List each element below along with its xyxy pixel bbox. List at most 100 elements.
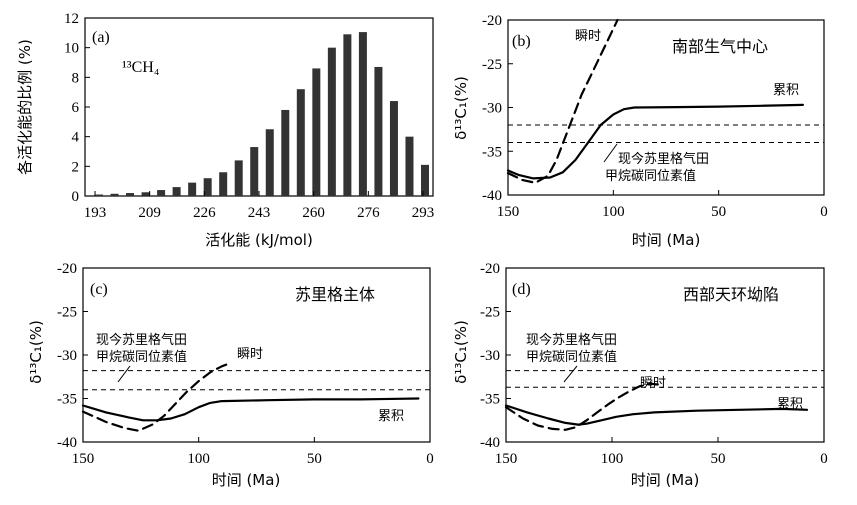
panel-b-ref-label-line1: 现今苏里格气田 [618,151,709,167]
panel-d-series [504,382,809,431]
bar-3 [141,192,150,196]
panel-b-xlabel: 时间 (Ma) [632,231,701,249]
panel-b-reference-lines [508,124,824,143]
panel-d-instant-label: 瞬时 [640,376,666,391]
ytick-label-1: -25 [482,57,502,73]
panel-c-xlabel: 时间 (Ma) [212,471,281,489]
ytick-label-3: -35 [57,392,77,408]
panel-a-xlabel: 活化能 (kJ/mol) [205,231,313,249]
bar-8 [219,172,228,196]
xtick-label-4: 260 [302,205,325,221]
ytick-label-1: -25 [480,305,500,321]
xtick-label-2: 50 [711,451,726,467]
panel-d-reference-lines [506,370,824,388]
bar-13 [296,89,305,196]
panel-b-accum-label: 累积 [773,83,799,98]
panel-b-xticks: 150 100 50 0 [497,190,828,220]
ytick-label-4: -40 [57,435,77,451]
bar-9 [234,160,243,196]
panel-c-ref-pointer [117,365,131,383]
panel-d-xticks: 150 100 50 0 [495,437,828,467]
bar-6 [188,182,197,196]
xtick-label-3: 0 [820,451,828,467]
xtick-label-5: 276 [357,205,380,221]
panel-a-label: (a) [92,29,110,46]
panel-a-species: ¹³CH₄ [122,59,160,76]
ytick-label-0: -20 [480,261,500,277]
panel-c-reference-lines [83,370,430,391]
ytick-label-5: 10 [64,41,79,57]
bar-2 [126,193,135,196]
xtick-label-3: 243 [248,205,271,221]
bar-16 [343,34,352,196]
panel-b-ref-label-line2: 甲烷碳同位素值 [605,168,696,184]
panel-d-ref-label-line1: 现今苏里格气田 [526,332,617,348]
panel-c-instant-label: 瞬时 [237,347,263,362]
panel-b-label: (b) [512,33,531,50]
panel-d-label: (d) [512,281,531,298]
xtick-label-0: 150 [495,451,518,467]
bar-7 [203,178,212,196]
panel-d-accum-label: 累积 [777,397,803,412]
panel-b-series [506,18,804,184]
xtick-label-2: 226 [193,205,216,221]
bar-10 [250,147,259,196]
panel-c-ref-label-line2: 甲烷碳同位素值 [96,349,187,365]
panel-d-ylabel: δ¹³C₁(%) [452,320,470,384]
accum-series-line [506,103,804,180]
ytick-label-2: 4 [72,130,80,146]
panel-c-ylabel: δ¹³C₁(%) [27,320,45,384]
panel-c-title: 苏里格主体 [295,285,375,304]
bar-14 [312,68,321,196]
bar-15 [327,47,336,196]
panel-b-ref-pointer [603,143,618,163]
xtick-label-2: 50 [711,204,726,220]
panel-b-title: 南部生气中心 [672,37,768,56]
panel-d-ref-pointer [563,365,578,383]
panel-b: -20-25-30-35-40 150 100 50 0 (b) 南部生气中心 瞬时 … [452,13,828,249]
bar-5 [172,187,181,196]
bar-19 [389,101,398,196]
ytick-label-0: 0 [72,189,80,205]
bar-12 [281,109,290,196]
ytick-label-0: -20 [482,13,502,29]
panel-d-xlabel: 时间 (Ma) [631,471,700,489]
accum-series-line [81,397,420,422]
panel-b-yticks: -20 -25 -30 -35 -40 [482,13,513,204]
panel-c-label: (c) [90,281,108,298]
xtick-label-1: 100 [602,204,625,220]
panel-c-ref-label-line1: 现今苏里格气田 [96,332,187,348]
panel-c-xticks: 150 100 50 0 [72,437,434,467]
panel-c-accum-label: 累积 [378,409,404,424]
ytick-label-2: -30 [57,348,77,364]
ytick-label-3: -35 [480,392,500,408]
bar-20 [405,136,414,196]
ytick-label-3: -35 [482,144,502,160]
panel-a: 0 2 4 6 8 10 12 193 209 226 243 260 276 293 (a) ¹³CH… [16,11,434,249]
instant-series-line [81,361,233,432]
panel-b-ylabel: δ¹³C₁(%) [452,76,470,140]
panel-c: -20 -25 -30 -35 -40 150 100 50 0 (c) 苏里格主体 现今苏里… [27,261,434,489]
panel-a-xticks: 193 209 226 243 260 276 293 [84,191,435,221]
ytick-label-2: -30 [482,101,502,117]
panel-d-yticks: -20 -25 -30 -35 -40 [480,261,511,451]
xtick-label-3: 0 [820,204,828,220]
ytick-label-2: -30 [480,348,500,364]
bar-21 [421,164,429,196]
xtick-label-1: 100 [187,451,210,467]
ytick-label-0: -20 [57,261,77,277]
xtick-label-2: 50 [307,451,322,467]
xtick-label-6: 293 [412,205,435,221]
ytick-label-4: -40 [482,188,502,204]
xtick-label-0: 193 [84,205,107,221]
xtick-label-0: 150 [72,451,95,467]
bar-17 [358,32,367,196]
instant-series-line [504,382,660,431]
bar-4 [157,190,166,196]
bar-18 [374,66,383,196]
panel-a-yticks: 0 2 4 6 8 10 12 [64,11,90,205]
bar-0 [95,194,103,196]
ytick-label-3: 6 [72,100,80,116]
ytick-label-1: -25 [57,305,77,321]
